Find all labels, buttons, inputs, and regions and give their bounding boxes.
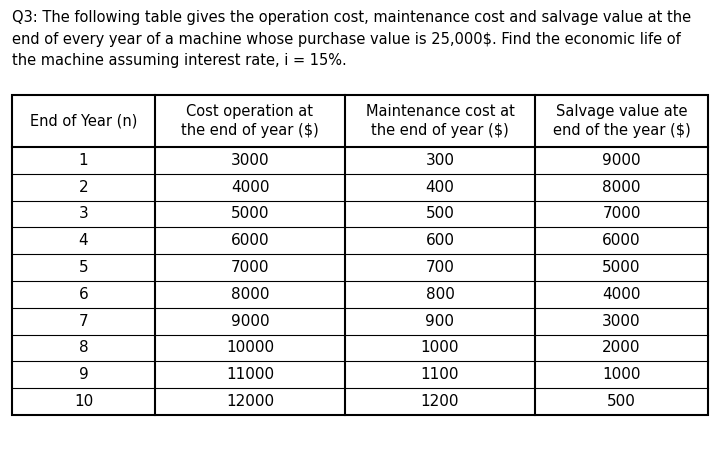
Text: 2000: 2000	[602, 341, 641, 356]
Text: 6000: 6000	[602, 233, 641, 248]
Text: 1: 1	[78, 153, 89, 168]
Text: 10000: 10000	[226, 341, 274, 356]
Text: 1000: 1000	[602, 367, 641, 382]
Text: 7000: 7000	[602, 207, 641, 222]
Text: Cost operation at
the end of year ($): Cost operation at the end of year ($)	[181, 104, 319, 139]
Text: Salvage value ate
end of the year ($): Salvage value ate end of the year ($)	[553, 104, 690, 139]
Text: 2: 2	[78, 180, 89, 195]
Text: 6: 6	[78, 287, 89, 302]
Text: 3000: 3000	[230, 153, 269, 168]
Text: 400: 400	[426, 180, 454, 195]
Text: 800: 800	[426, 287, 454, 302]
Text: 500: 500	[426, 207, 454, 222]
Bar	[12, 95, 708, 415]
Text: 5000: 5000	[230, 207, 269, 222]
Text: 5000: 5000	[602, 260, 641, 275]
Text: End of Year (n): End of Year (n)	[30, 113, 138, 129]
Text: 9000: 9000	[230, 313, 269, 329]
Text: 7000: 7000	[230, 260, 269, 275]
Text: Q3: The following table gives the operation cost, maintenance cost and salvage v: Q3: The following table gives the operat…	[12, 10, 691, 68]
Text: 900: 900	[426, 313, 454, 329]
Text: 8: 8	[78, 341, 89, 356]
Text: 6000: 6000	[230, 233, 269, 248]
Text: 4000: 4000	[602, 287, 641, 302]
Text: 7: 7	[78, 313, 89, 329]
Text: 1200: 1200	[420, 394, 459, 409]
Text: 1000: 1000	[420, 341, 459, 356]
Text: 4000: 4000	[230, 180, 269, 195]
Text: 300: 300	[426, 153, 454, 168]
Text: Maintenance cost at
the end of year ($): Maintenance cost at the end of year ($)	[366, 104, 514, 139]
Text: 700: 700	[426, 260, 454, 275]
Text: 4: 4	[78, 233, 89, 248]
Text: 3: 3	[78, 207, 89, 222]
Text: 8000: 8000	[602, 180, 641, 195]
Text: 600: 600	[426, 233, 454, 248]
Text: 11000: 11000	[226, 367, 274, 382]
Text: 9000: 9000	[602, 153, 641, 168]
Text: 1100: 1100	[420, 367, 459, 382]
Text: 12000: 12000	[226, 394, 274, 409]
Text: 9: 9	[78, 367, 89, 382]
Text: 500: 500	[607, 394, 636, 409]
Text: 3000: 3000	[602, 313, 641, 329]
Text: 5: 5	[78, 260, 89, 275]
Text: 10: 10	[74, 394, 93, 409]
Text: 8000: 8000	[230, 287, 269, 302]
